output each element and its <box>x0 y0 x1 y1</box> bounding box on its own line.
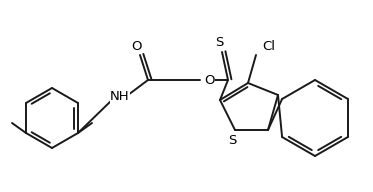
Text: NH: NH <box>110 90 130 103</box>
Text: S: S <box>215 36 223 50</box>
Text: O: O <box>204 74 214 88</box>
Text: O: O <box>132 40 142 52</box>
Text: S: S <box>228 133 236 146</box>
Text: Cl: Cl <box>262 41 275 54</box>
